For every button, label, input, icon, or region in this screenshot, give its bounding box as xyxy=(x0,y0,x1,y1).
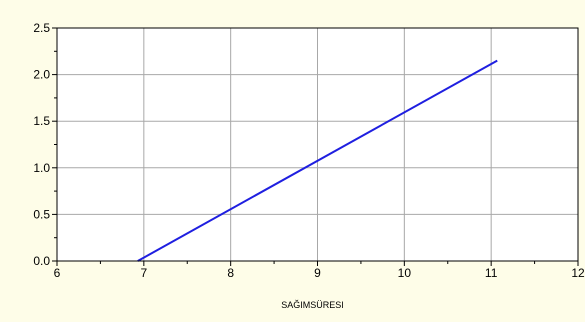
y-tick-label: 0.0 xyxy=(33,254,50,268)
y-axis-ticks: 0.0 0.5 1.0 1.5 2.0 2.5 xyxy=(33,21,57,268)
y-tick-label: 0.5 xyxy=(33,207,50,221)
y-tick-label: 2.5 xyxy=(33,21,50,35)
x-axis-ticks: 6 7 8 9 10 11 12 xyxy=(54,261,585,280)
y-tick-label: 1.5 xyxy=(33,114,50,128)
x-tick-label: 12 xyxy=(571,266,585,280)
x-axis-title: SAĞIMSÜRESI xyxy=(281,300,344,310)
x-tick-label: 10 xyxy=(398,266,412,280)
series-layer xyxy=(137,59,498,262)
x-tick-label: 9 xyxy=(314,266,321,280)
grid-lines xyxy=(57,28,578,261)
x-tick-label: 6 xyxy=(54,266,61,280)
x-tick-label: 7 xyxy=(140,266,147,280)
x-tick-label: 11 xyxy=(485,266,498,280)
y-tick-label: 1.0 xyxy=(33,161,50,175)
x-tick-label: 8 xyxy=(227,266,234,280)
plot-border xyxy=(56,27,579,262)
series-line xyxy=(137,59,498,262)
y-tick-label: 2.0 xyxy=(33,68,50,82)
